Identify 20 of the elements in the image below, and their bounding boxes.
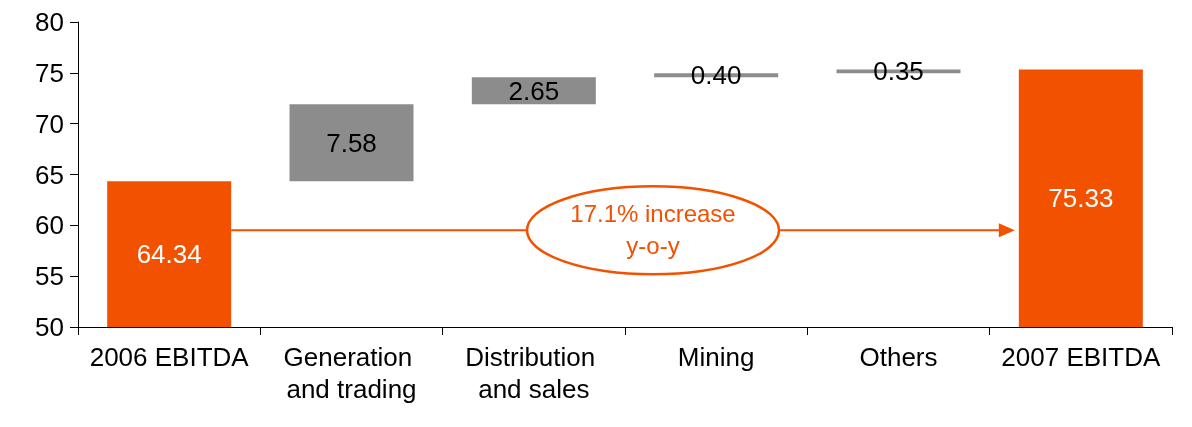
y-tick-label: 60 <box>35 210 64 241</box>
x-tick-label: Generation and trading <box>283 342 420 404</box>
data-label: 0.35 <box>873 56 924 87</box>
y-tick-label: 55 <box>35 261 64 292</box>
data-label: 64.34 <box>136 239 202 270</box>
x-tick-label: Others <box>859 342 938 372</box>
y-tick-label: 70 <box>35 108 64 139</box>
x-tick-label: Distribution and sales <box>465 342 603 404</box>
data-label: 75.33 <box>1048 183 1114 214</box>
data-label: 2.65 <box>508 75 560 106</box>
x-tick-label: Mining <box>677 342 755 372</box>
data-label: 0.40 <box>690 60 742 91</box>
y-tick-label: 75 <box>35 57 64 88</box>
data-label: 7.58 <box>326 127 377 158</box>
annotation: 17.1% increase y-o-y <box>569 199 737 262</box>
y-tick-label: 50 <box>35 312 64 342</box>
y-tick-label: 80 <box>35 7 64 37</box>
x-tick-label: 2007 EBITDA <box>1001 342 1161 372</box>
y-tick-label: 65 <box>35 159 64 190</box>
x-tick-label: 2006 EBITDA <box>89 342 250 372</box>
